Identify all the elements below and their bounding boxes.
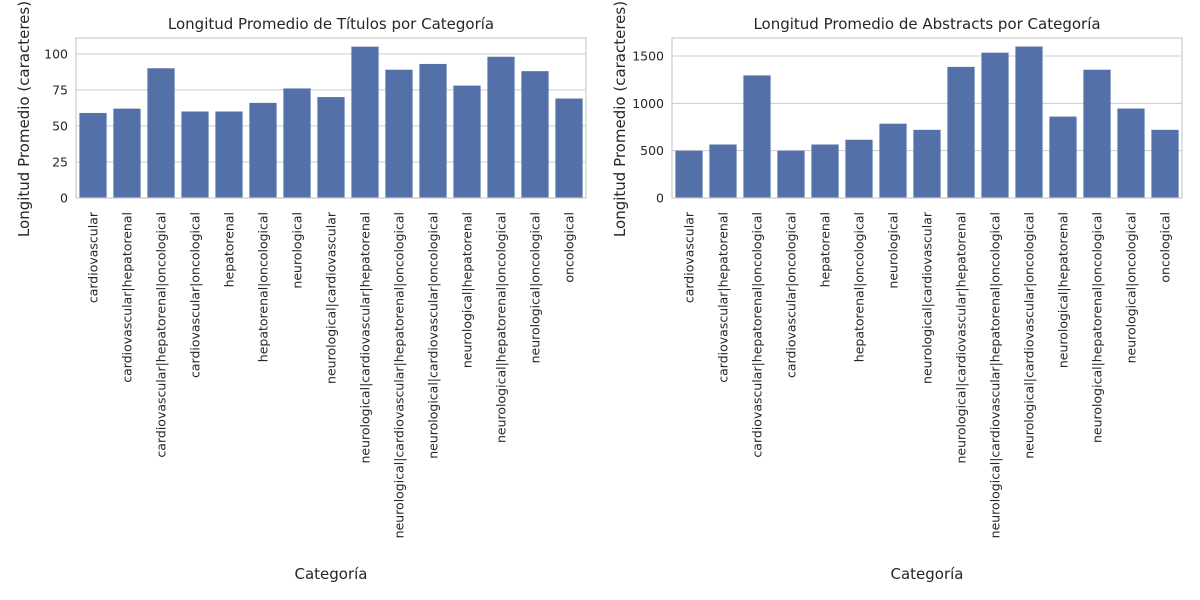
- x-tick-label: cardiovascular: [86, 211, 101, 303]
- bar-4: [215, 111, 243, 198]
- x-tick-label: neurological|oncological: [1124, 212, 1139, 363]
- bar-1: [709, 144, 737, 198]
- x-tick-label: neurological: [886, 212, 901, 289]
- x-tick-label: neurological|hepatorenal|oncological: [1090, 212, 1105, 443]
- bar-8: [947, 66, 975, 199]
- y-tick-label: 25: [52, 154, 68, 169]
- x-tick-label: neurological|cardiovascular|oncological: [1022, 212, 1037, 459]
- x-tick-label: neurological|cardiovascular|hepatorenal: [358, 212, 373, 464]
- bar-5: [845, 139, 873, 198]
- y-tick-label: 50: [52, 118, 68, 133]
- x-tick-label: hepatorenal|oncological: [852, 212, 867, 362]
- bar-7: [317, 97, 345, 198]
- plot-frame: [75, 37, 587, 199]
- x-tick-label: neurological|oncological: [528, 212, 543, 363]
- titles-length-chart: 0 25 50 75 100 cardiovascular cardiovascular|h…: [15, 1, 587, 583]
- y-tick-label: 75: [52, 82, 68, 97]
- x-tick-label: neurological|cardiovascular|oncological: [426, 212, 441, 459]
- x-tick-label: neurological|cardiovascular|hepatorenal: [954, 212, 969, 464]
- bar-9: [981, 52, 1009, 198]
- chart-title: Longitud Promedio de Títulos por Categor…: [168, 15, 494, 33]
- bar-6: [879, 123, 907, 198]
- bar-14: [1151, 129, 1179, 198]
- x-tick-label: cardiovascular|oncological: [784, 212, 799, 378]
- bar-3: [181, 111, 209, 198]
- x-tick-label: neurological|cardiovascular|hepatorenal|…: [988, 212, 1003, 538]
- y-axis-label: Longitud Promedio (caracteres): [611, 1, 629, 237]
- x-tick-label: neurological|hepatorenal: [1056, 212, 1071, 368]
- bar-10: [1015, 46, 1043, 199]
- bar-11: [1049, 116, 1077, 198]
- y-tick-label: 1500: [632, 48, 664, 63]
- x-tick-label: cardiovascular|hepatorenal|oncological: [154, 212, 169, 458]
- bar-13: [521, 71, 549, 198]
- abstracts-length-chart: 0 500 1000 1500 cardiovascular cardiovascular…: [611, 1, 1183, 583]
- x-tick-label: cardiovascular|oncological: [188, 212, 203, 378]
- bar-2: [147, 68, 175, 199]
- bar-3: [777, 150, 805, 198]
- bar-8: [351, 46, 379, 198]
- bar-6: [283, 88, 311, 198]
- bar-0: [79, 112, 107, 198]
- x-tick-label: oncological: [1158, 212, 1173, 283]
- y-tick-label: 500: [640, 143, 664, 158]
- y-tick-label: 1000: [632, 96, 664, 111]
- x-tick-label: neurological|cardiovascular: [920, 211, 935, 384]
- x-tick-label: neurological: [290, 212, 305, 289]
- x-tick-label: hepatorenal: [222, 212, 237, 287]
- x-tick-label: hepatorenal|oncological: [256, 212, 271, 362]
- x-tick-label: hepatorenal: [818, 212, 833, 287]
- bar-7: [913, 129, 941, 198]
- plot-frame: [671, 37, 1183, 199]
- bar-13: [1117, 108, 1145, 198]
- y-axis-label: Longitud Promedio (caracteres): [15, 1, 33, 237]
- bar-10: [419, 63, 447, 198]
- x-tick-label: cardiovascular: [682, 211, 697, 303]
- x-tick-label: neurological|cardiovascular: [324, 211, 339, 384]
- bar-5: [249, 102, 277, 198]
- x-tick-label: neurological|hepatorenal|oncological: [494, 212, 509, 443]
- bar-11: [453, 85, 481, 198]
- x-tick-label: oncological: [562, 212, 577, 283]
- bar-2: [743, 75, 771, 198]
- x-tick-label: cardiovascular|hepatorenal: [716, 212, 731, 383]
- x-tick-label: cardiovascular|hepatorenal: [120, 212, 135, 383]
- bar-14: [555, 98, 583, 198]
- x-tick-label: neurological|cardiovascular|hepatorenal|…: [392, 212, 407, 538]
- y-tick-label: 0: [60, 191, 68, 206]
- x-tick-label: cardiovascular|hepatorenal|oncological: [750, 212, 765, 458]
- bar-12: [1083, 69, 1111, 198]
- x-axis-label: Categoría: [294, 565, 367, 583]
- bar-1: [113, 108, 141, 198]
- x-axis-label: Categoría: [890, 565, 963, 583]
- y-tick-label: 100: [44, 46, 68, 61]
- bar-0: [675, 150, 703, 198]
- bar-12: [487, 56, 515, 198]
- chart-title: Longitud Promedio de Abstracts por Categ…: [753, 15, 1100, 33]
- y-tick-label: 0: [656, 191, 664, 206]
- bar-9: [385, 69, 413, 199]
- bar-4: [811, 144, 839, 198]
- x-tick-label: neurological|hepatorenal: [460, 212, 475, 368]
